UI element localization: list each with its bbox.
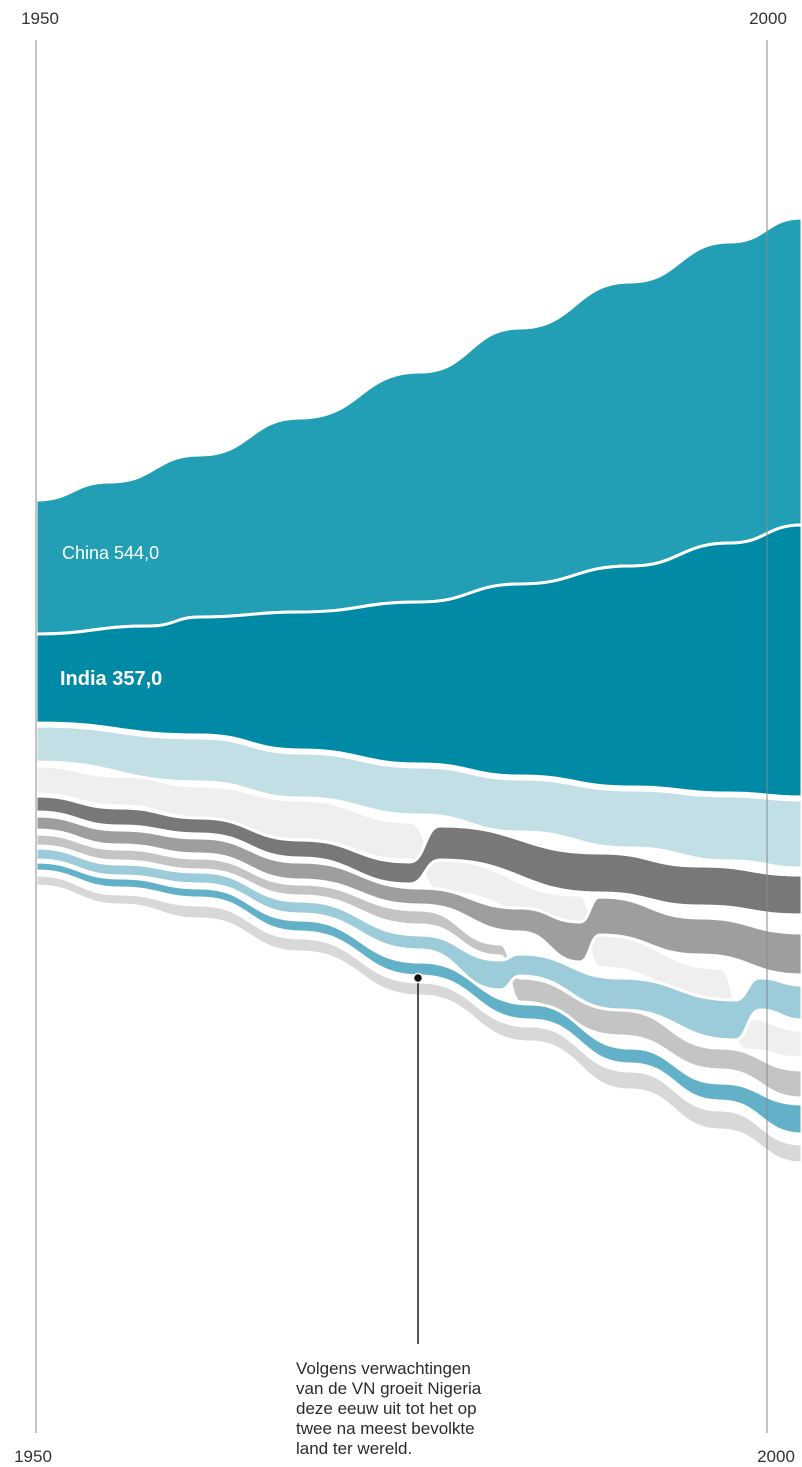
india-label: India 357,0 bbox=[60, 668, 162, 690]
annotation-line-3: deze eeuw uit tot het op bbox=[296, 1399, 477, 1418]
annotation-line-1: Volgens verwachtingen bbox=[296, 1359, 471, 1378]
annotation-line-2: van de VN groeit Nigeria bbox=[296, 1379, 482, 1398]
annotation-pointer-dot bbox=[412, 972, 424, 984]
tick-label-1950-top: 1950 bbox=[21, 9, 59, 28]
tick-label-2000-top: 2000 bbox=[749, 9, 787, 28]
band-india bbox=[34, 523, 802, 799]
band-dark-grey bbox=[34, 794, 802, 917]
annotation-line-4: twee na meest bevolkte bbox=[296, 1419, 475, 1438]
band-pale-grey bbox=[34, 873, 802, 1165]
china-label: China 544,0 bbox=[62, 543, 159, 563]
tick-label-1950-bottom: 1950 bbox=[14, 1447, 52, 1466]
annotation-line-5: land ter wereld. bbox=[296, 1439, 413, 1458]
band-medium-grey bbox=[34, 814, 802, 977]
tick-label-2000-bottom: 2000 bbox=[757, 1447, 795, 1466]
nigeria-annotation: Volgens verwachtingen van de VN groeit N… bbox=[296, 1359, 556, 1459]
